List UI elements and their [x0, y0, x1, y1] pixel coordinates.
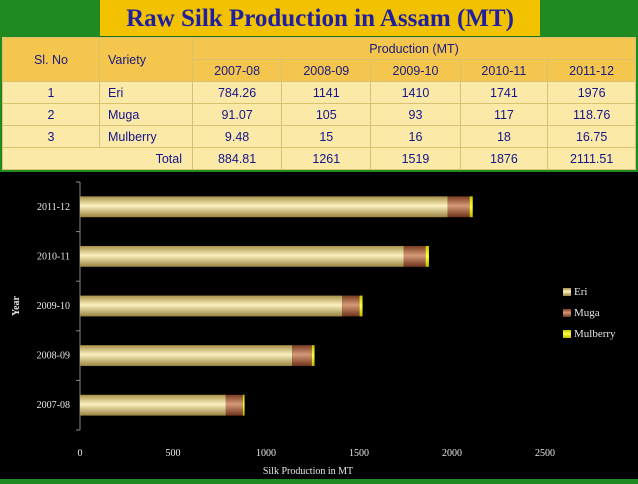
table-row-total: Total 884.81 1261 1519 1876 2111.51	[2, 147, 636, 170]
cell-total: 884.81	[191, 147, 283, 170]
title-band: Raw Silk Production in Assam (MT)	[100, 0, 540, 38]
cell-value: 18	[459, 125, 549, 148]
cell-total: 1876	[459, 147, 549, 170]
x-tick-label: 2000	[442, 448, 462, 459]
cell-value: 784.26	[191, 81, 283, 104]
page-title: Raw Silk Production in Assam (MT)	[126, 5, 514, 32]
header-production: Production (MT)	[192, 37, 636, 60]
header-variety: Variety	[99, 37, 193, 82]
cell-value: 1410	[370, 81, 461, 104]
x-axis-label: Silk Production in MT	[263, 466, 353, 477]
cell-value: 91.07	[191, 103, 283, 126]
bar-eri-2007-08	[80, 394, 226, 416]
cell-variety: Muga	[99, 103, 193, 126]
cell-value: 105	[281, 103, 372, 126]
y-tick-label: 2010-11	[37, 251, 70, 262]
x-tick-label: 2500	[535, 448, 555, 459]
table-row: 3 Mulberry 9.48 15 16 18 16.75	[2, 125, 636, 148]
bar-eri-2009-10	[80, 295, 343, 317]
bar-eri-2011-12	[80, 196, 448, 218]
cell-value: 117	[459, 103, 549, 126]
cell-value: 118.76	[547, 103, 636, 126]
bar-muga-2009-10	[342, 295, 360, 317]
bar-muga-2007-08	[225, 394, 243, 416]
y-tick-label: 2009-10	[37, 301, 70, 312]
bar-eri-2010-11	[80, 245, 404, 267]
cell-variety: Eri	[99, 81, 193, 104]
y-tick-label: 2011-12	[37, 202, 70, 213]
legend-label-eri: Eri	[574, 286, 587, 298]
x-tick-label: 1000	[256, 448, 276, 459]
cell-value: 16.75	[547, 125, 636, 148]
cell-slno: 1	[2, 81, 100, 104]
cell-variety: Mulberry	[99, 125, 193, 148]
y-axis-label: Year	[11, 295, 22, 316]
bar-muga-2010-11	[403, 245, 426, 267]
cell-slno: 3	[2, 125, 100, 148]
bar-mulberry-2011-12	[469, 196, 473, 218]
cell-total: 1261	[281, 147, 372, 170]
legend-label-muga: Muga	[574, 307, 600, 319]
cell-total-label: Total	[2, 147, 193, 170]
bar-chart: 2007-08 2008-09 2009-10 2010-11 2011-12 0 500…	[0, 172, 638, 479]
x-tick-label: 0	[78, 448, 83, 459]
header-year: 2011-12	[547, 59, 636, 82]
x-tick-label: 500	[166, 448, 181, 459]
header-slno: Sl. No	[2, 37, 100, 82]
header-year: 2010-11	[459, 59, 549, 82]
y-tick-label: 2008-09	[37, 351, 70, 362]
bar-muga-2011-12	[447, 196, 470, 218]
cell-value: 1976	[547, 81, 636, 104]
bar-mulberry-2010-11	[425, 245, 429, 267]
cell-total: 2111.51	[547, 147, 636, 170]
legend-label-mulberry: Mulberry	[574, 328, 616, 340]
cell-value: 93	[370, 103, 461, 126]
cell-total: 1519	[370, 147, 461, 170]
bar-mulberry-2008-09	[311, 345, 315, 367]
header-year: 2008-09	[281, 59, 372, 82]
y-tick-label: 2007-08	[37, 400, 70, 411]
cell-value: 9.48	[191, 125, 283, 148]
bar-muga-2008-09	[292, 345, 312, 367]
chart-area: 2007-08 2008-09 2009-10 2010-11 2011-12 0 500…	[0, 172, 638, 479]
legend: Eri Muga Mulberry	[563, 286, 616, 340]
cell-value: 16	[370, 125, 461, 148]
cell-value: 15	[281, 125, 372, 148]
bar-mulberry-2009-10	[359, 295, 363, 317]
x-tick-label: 1500	[349, 448, 369, 459]
table-row: 1 Eri 784.26 1141 1410 1741 1976	[2, 81, 636, 104]
legend-swatch-mulberry	[563, 330, 571, 338]
header-year: 2009-10	[370, 59, 461, 82]
production-table: Sl. No Variety Production (MT) 2007-08 2…	[2, 37, 636, 170]
cell-slno: 2	[2, 103, 100, 126]
bar-eri-2008-09	[80, 345, 293, 367]
cell-value: 1741	[459, 81, 549, 104]
header-year: 2007-08	[191, 59, 283, 82]
bar-mulberry-2007-08	[242, 394, 245, 416]
table-row: 2 Muga 91.07 105 93 117 118.76	[2, 103, 636, 126]
legend-swatch-eri	[563, 288, 571, 296]
cell-value: 1141	[281, 81, 372, 104]
legend-swatch-muga	[563, 309, 571, 317]
